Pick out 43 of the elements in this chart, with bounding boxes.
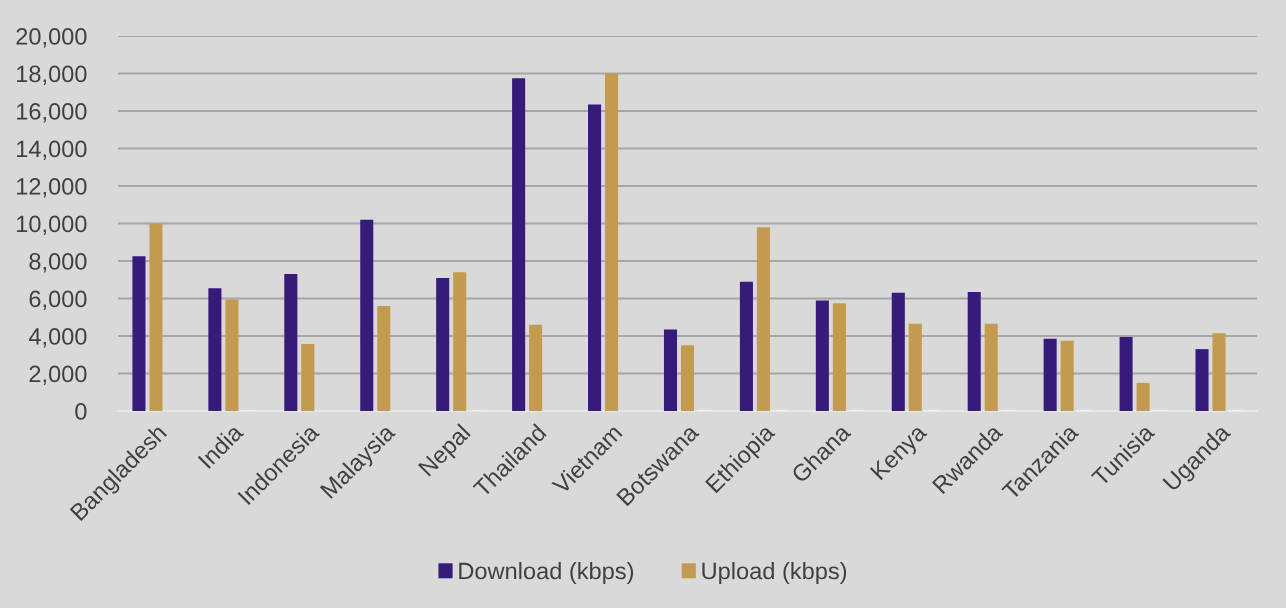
bar xyxy=(663,329,678,411)
bar xyxy=(815,300,829,411)
bar xyxy=(284,274,298,411)
bar xyxy=(1195,349,1209,411)
bar xyxy=(301,344,315,411)
y-tick-label: 2,000 xyxy=(29,365,87,386)
bar xyxy=(149,223,163,411)
bar xyxy=(1060,340,1074,411)
y-tick-label: 18,000 xyxy=(17,65,87,86)
bar xyxy=(512,78,526,411)
bar xyxy=(453,272,467,411)
bar xyxy=(1136,382,1150,411)
bar xyxy=(984,323,998,411)
bar xyxy=(756,227,770,411)
bar xyxy=(360,219,374,411)
bar xyxy=(1119,336,1133,411)
bar xyxy=(529,324,543,411)
bar xyxy=(588,104,602,411)
bar xyxy=(225,299,239,411)
legend-label: Download (kbps) xyxy=(459,561,634,584)
bar xyxy=(1212,333,1226,411)
bar xyxy=(680,345,695,411)
y-tick-label: 14,000 xyxy=(17,140,87,161)
y-tick-label: 6,000 xyxy=(29,290,87,311)
y-tick-label: 12,000 xyxy=(17,178,87,198)
bar xyxy=(132,256,146,411)
bar xyxy=(967,291,981,411)
legend-label: Upload (kbps) xyxy=(702,561,847,584)
y-tick-label: 0 xyxy=(75,403,87,420)
bar xyxy=(436,277,450,411)
bar xyxy=(832,303,846,411)
y-tick-label: 4,000 xyxy=(28,328,87,348)
y-tick-label: 20,000 xyxy=(16,28,87,48)
y-tick-label: 8,000 xyxy=(29,253,87,273)
bar xyxy=(208,288,222,411)
y-tick-label: 10,000 xyxy=(17,215,87,236)
bar xyxy=(891,292,905,411)
bar xyxy=(1043,338,1057,411)
bar xyxy=(908,323,922,411)
bar xyxy=(739,281,753,411)
bar xyxy=(605,73,619,411)
y-tick-label: 16,000 xyxy=(17,103,87,123)
bar xyxy=(377,306,391,411)
